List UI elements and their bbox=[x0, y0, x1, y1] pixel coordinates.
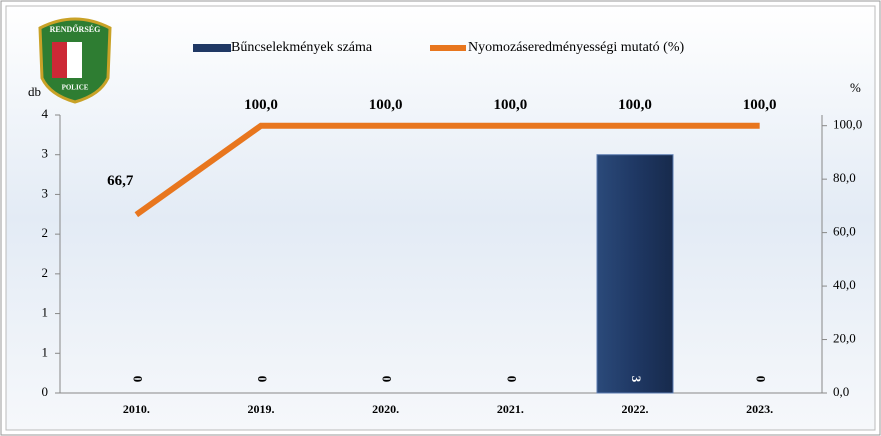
legend-label: Nyomozáseredményességi mutató (%) bbox=[468, 40, 684, 55]
y-tick-label: 2 bbox=[42, 265, 49, 280]
y-tick-label: 3 bbox=[42, 146, 49, 161]
logo-bottom: POLICE bbox=[62, 84, 89, 92]
line-value-label: 100,0 bbox=[244, 97, 278, 113]
bar-value-label: 0 bbox=[130, 376, 145, 383]
y2-tick-label: 0,0 bbox=[833, 384, 849, 399]
bar-value-label: 3 bbox=[629, 376, 644, 383]
line-value-label: 100,0 bbox=[369, 97, 403, 113]
bar-value-label: 0 bbox=[504, 376, 519, 383]
line bbox=[134, 122, 760, 218]
logo-top: RENDŐRSÉG bbox=[50, 24, 101, 34]
line-value-label: 100,0 bbox=[743, 97, 777, 113]
bar-value-label: 0 bbox=[255, 376, 270, 383]
bar-value-label: 0 bbox=[380, 376, 395, 383]
y-tick-label: 1 bbox=[42, 305, 49, 320]
legend-label: Bűncselekmények száma bbox=[231, 40, 373, 55]
bar-value-label: 0 bbox=[754, 376, 769, 383]
y-tick-label: 0 bbox=[42, 384, 49, 399]
y2-tick-label: 20,0 bbox=[833, 331, 856, 346]
y2-tick-label: 100,0 bbox=[833, 117, 862, 132]
x-tick-label: 2022. bbox=[622, 402, 649, 416]
y-tick-label: 2 bbox=[42, 225, 49, 240]
x-tick-label: 2020. bbox=[372, 402, 399, 416]
y-tick-label: 1 bbox=[42, 344, 49, 359]
y2-tick-label: 60,0 bbox=[833, 224, 856, 239]
y-axis-title: db bbox=[28, 84, 41, 99]
line-value-label: 66,7 bbox=[107, 173, 134, 189]
x-tick-label: 2021. bbox=[497, 402, 524, 416]
y2-tick-label: 40,0 bbox=[833, 277, 856, 292]
x-tick-label: 2023. bbox=[746, 402, 773, 416]
x-tick-label: 2019. bbox=[248, 402, 275, 416]
line-value-label: 100,0 bbox=[493, 97, 527, 113]
y2-tick-label: 80,0 bbox=[833, 170, 856, 185]
y-tick-label: 3 bbox=[42, 185, 49, 200]
y2-axis-title: % bbox=[850, 80, 861, 95]
line-value-label: 100,0 bbox=[618, 97, 652, 113]
bar bbox=[596, 154, 674, 394]
logo: RENDŐRSÉG POLICE bbox=[38, 17, 112, 104]
legend-swatch bbox=[193, 44, 231, 52]
y-tick-label: 4 bbox=[42, 106, 49, 121]
background bbox=[5, 5, 876, 431]
x-tick-label: 2010. bbox=[123, 402, 150, 416]
